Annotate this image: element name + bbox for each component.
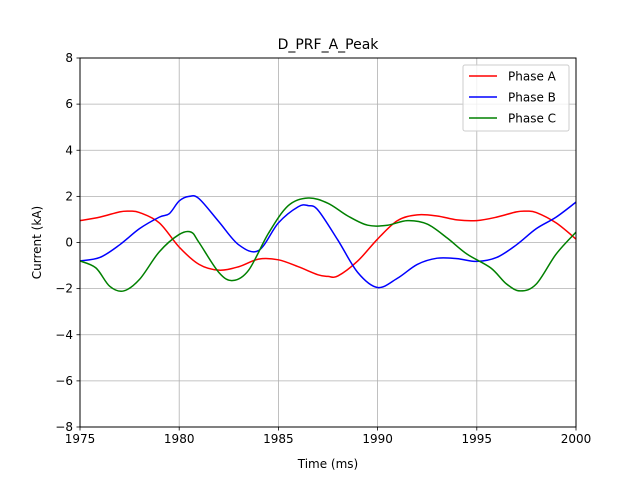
x-tick-label: 1990 [362, 432, 393, 446]
y-tick-label: 6 [65, 97, 73, 111]
x-tick-label: 1995 [462, 432, 493, 446]
x-tick-label: 1975 [65, 432, 96, 446]
y-tick-label: −2 [55, 282, 73, 296]
series-line-phase-b [79, 195, 577, 289]
legend-box [462, 64, 570, 132]
series-layer [79, 195, 577, 292]
y-tick-label: 0 [65, 236, 73, 250]
x-tick-label: 1985 [263, 432, 294, 446]
y-axis-label: Current (kA) [30, 206, 44, 279]
series-line-phase-a [79, 210, 577, 279]
y-tick-label: −8 [55, 420, 73, 434]
x-axis-label: Time (ms) [297, 457, 359, 471]
legend-label-phase-c: Phase C [508, 112, 556, 126]
y-tick-label: 2 [65, 189, 73, 203]
chart-title: D_PRF_A_Peak [278, 37, 380, 53]
y-tick-label: −6 [55, 374, 73, 388]
series-line-phase-c [79, 197, 577, 292]
x-tick-label: 2000 [561, 432, 592, 446]
y-tick-label: 4 [65, 143, 73, 157]
x-tick-label: 1980 [164, 432, 195, 446]
y-axis: −8 −6 −4 −2 0 2 4 6 8 [55, 51, 80, 434]
x-axis: 1975 1980 1985 1990 1995 2000 [65, 427, 592, 446]
y-tick-label: −4 [55, 328, 73, 342]
legend: Phase A Phase B Phase C [462, 64, 570, 132]
legend-label-phase-b: Phase B [508, 91, 556, 105]
legend-label-phase-a: Phase A [508, 70, 557, 84]
y-tick-label: 8 [65, 51, 73, 65]
